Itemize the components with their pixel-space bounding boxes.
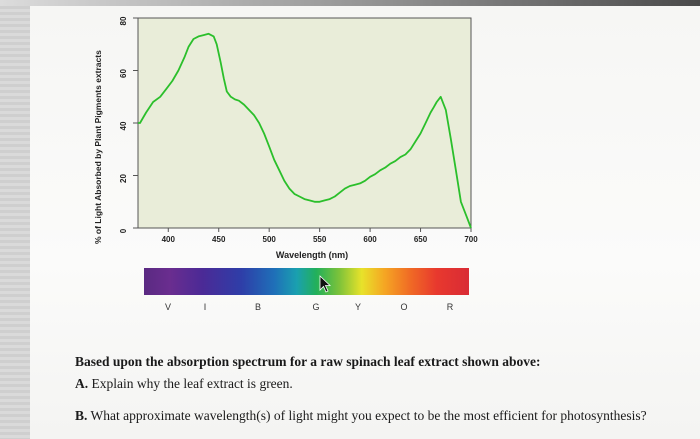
spectrum-color-letter: R — [447, 302, 454, 312]
spectrum-color-letter: I — [204, 302, 207, 312]
absorption-curve — [138, 32, 472, 229]
left-edge — [0, 0, 30, 439]
spectrum-color-letter: Y — [355, 302, 361, 312]
top-edge — [0, 0, 700, 6]
y-tick-label: 60 — [119, 69, 128, 78]
x-tick-label: 550 — [313, 235, 327, 244]
x-tick-label: 500 — [263, 235, 277, 244]
question-b: B. What approximate wavelength(s) of lig… — [75, 408, 647, 424]
plot-area — [137, 17, 472, 229]
y-tick-label: 80 — [119, 16, 128, 25]
question-a-label: A. — [75, 376, 89, 391]
mouse-cursor-icon — [319, 275, 332, 293]
spectrum-color-letter: B — [255, 302, 261, 312]
spectrum-color-letter: O — [400, 302, 407, 312]
y-tick-label: 40 — [119, 121, 128, 130]
question-a-text: Explain why the leaf extract is green. — [91, 376, 293, 391]
x-tick-label: 700 — [464, 235, 478, 244]
question-heading: Based upon the absorption spectrum for a… — [75, 354, 541, 369]
x-tick-label: 650 — [414, 235, 428, 244]
question-b-text: What approximate wavelength(s) of light … — [90, 408, 647, 423]
question-a: A. Explain why the leaf extract is green… — [75, 376, 293, 392]
x-axis-label: Wavelength (nm) — [276, 250, 348, 260]
spectrum-color-letter: V — [165, 302, 171, 312]
y-axis-label: % of Light Absorbed by Plant Pigments ex… — [93, 50, 103, 244]
visible-spectrum-bar — [144, 268, 469, 295]
spectrum-color-letter: G — [312, 302, 319, 312]
question-b-label: B. — [75, 408, 88, 423]
x-tick-label: 450 — [212, 235, 226, 244]
x-tick-label: 400 — [162, 235, 176, 244]
y-tick-label: 20 — [119, 174, 128, 183]
x-tick-label: 600 — [363, 235, 377, 244]
y-tick-label: 0 — [119, 228, 128, 233]
